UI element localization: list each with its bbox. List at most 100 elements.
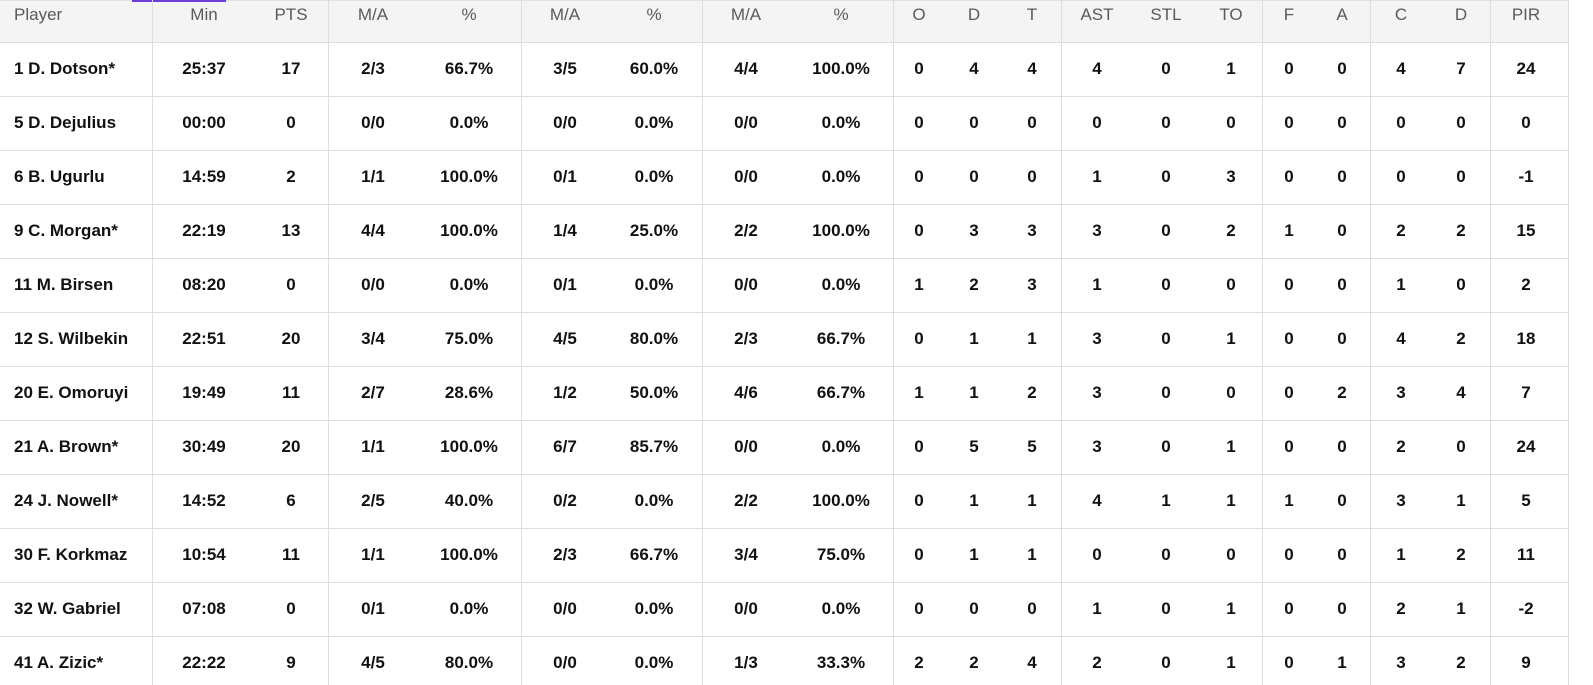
stat-cell: 0 xyxy=(1337,221,1347,240)
stat-cell: 1 xyxy=(1092,599,1102,618)
stat-cell: 15 xyxy=(1516,221,1536,240)
row-divider xyxy=(0,42,1568,43)
stat-cell: 2 xyxy=(1027,383,1037,402)
stat-cell: 0 xyxy=(1161,437,1171,456)
stat-cell: 20 xyxy=(281,437,301,456)
stat-cell: 0 xyxy=(1092,113,1102,132)
stat-cell: 1 xyxy=(1161,491,1171,510)
stat-cell: 0 xyxy=(1161,275,1171,294)
stat-cell: 5 xyxy=(1521,491,1531,510)
stat-cell: 1 xyxy=(1027,491,1037,510)
stat-cell: 2/3 xyxy=(734,329,758,348)
stat-cell: 08:20 xyxy=(182,275,226,294)
column-header: C xyxy=(1394,5,1408,24)
stat-cell: 1 xyxy=(969,545,979,564)
stat-cell: 0 xyxy=(1161,167,1171,186)
stat-cell: 0 xyxy=(1161,221,1171,240)
stat-cell: 0.0% xyxy=(449,113,489,132)
stat-cell: 40.0% xyxy=(444,491,494,510)
stat-cell: 25.0% xyxy=(629,221,679,240)
stat-cell: 0 xyxy=(1284,167,1294,186)
player-name: 12 S. Wilbekin xyxy=(14,329,129,348)
stat-cell: 0 xyxy=(1284,383,1294,402)
stat-cell: 1 xyxy=(1337,653,1347,672)
stat-cell: 0 xyxy=(1284,329,1294,348)
column-header: Player xyxy=(14,5,63,24)
stat-cell: 0 xyxy=(1226,275,1236,294)
column-header: O xyxy=(912,5,926,24)
stat-cell: 0 xyxy=(1456,167,1466,186)
stat-cell: 0.0% xyxy=(821,599,861,618)
stat-cell: 0/0 xyxy=(734,113,758,132)
stat-cell: 0 xyxy=(1226,545,1236,564)
stat-cell: 0 xyxy=(1027,167,1037,186)
stat-cell: 2 xyxy=(1396,221,1406,240)
stat-cell: 2/7 xyxy=(361,383,385,402)
stat-cell: 1 xyxy=(1396,275,1406,294)
stat-cell: 22:51 xyxy=(182,329,226,348)
stat-cell: 0 xyxy=(1456,113,1466,132)
player-name: 20 E. Omoruyi xyxy=(14,383,129,402)
stat-cell: 0 xyxy=(1226,113,1236,132)
stat-cell: 20 xyxy=(281,329,301,348)
column-divider xyxy=(702,0,703,685)
stat-cell: 0/0 xyxy=(734,275,758,294)
stat-cell: 6 xyxy=(286,491,296,510)
column-divider xyxy=(1370,0,1371,685)
player-name: 11 M. Birsen xyxy=(14,275,114,294)
stat-cell: 80.0% xyxy=(444,653,494,672)
stat-cell: 0 xyxy=(914,545,924,564)
column-header: M/A xyxy=(730,5,762,24)
stat-cell: 0 xyxy=(1337,491,1347,510)
stat-cell: 0/0 xyxy=(553,653,577,672)
stat-cell: 0 xyxy=(1161,383,1171,402)
stat-cell: 0 xyxy=(1027,599,1037,618)
stat-cell: 0 xyxy=(1337,113,1347,132)
tab-indicator xyxy=(132,0,226,2)
stat-cell: 0 xyxy=(1337,329,1347,348)
stat-cell: 0 xyxy=(914,113,924,132)
stat-cell: 60.0% xyxy=(629,59,679,78)
stat-cell: 4/4 xyxy=(734,59,758,78)
stat-cell: 1 xyxy=(1226,491,1236,510)
stat-cell: 4 xyxy=(1092,491,1102,510)
stat-cell: 0 xyxy=(1337,599,1347,618)
column-divider xyxy=(521,0,522,685)
stat-cell: 0 xyxy=(1337,167,1347,186)
stat-cell: 0.0% xyxy=(634,275,674,294)
stat-cell: 50.0% xyxy=(629,383,679,402)
stat-cell: 11 xyxy=(282,383,300,402)
stat-cell: 9 xyxy=(286,653,296,672)
stat-cell: 1/2 xyxy=(553,383,577,402)
player-name: 30 F. Korkmaz xyxy=(14,545,128,564)
stat-cell: 2 xyxy=(286,167,296,186)
stat-cell: 1 xyxy=(1226,59,1236,78)
stat-cell: 0 xyxy=(1456,275,1466,294)
stat-cell: 0 xyxy=(1092,545,1102,564)
stat-cell: 1/1 xyxy=(361,167,385,186)
column-header: PIR xyxy=(1511,5,1541,24)
stat-cell: 0.0% xyxy=(449,275,489,294)
stat-cell: 2 xyxy=(1456,329,1466,348)
row-divider xyxy=(0,582,1568,583)
stat-cell: 0 xyxy=(1337,59,1347,78)
player-name: 21 A. Brown* xyxy=(14,437,119,456)
stat-cell: 2 xyxy=(969,653,979,672)
stat-cell: 0/0 xyxy=(734,599,758,618)
stat-cell: 14:59 xyxy=(182,167,226,186)
stat-cell: 22:19 xyxy=(182,221,226,240)
stat-cell: 2 xyxy=(1456,653,1466,672)
stat-cell: 11 xyxy=(1517,545,1535,564)
stat-cell: 3 xyxy=(1027,275,1037,294)
stat-cell: 1 xyxy=(914,383,924,402)
stat-cell: 0 xyxy=(286,599,296,618)
stat-cell: 0 xyxy=(1027,113,1037,132)
stat-cell: 0/0 xyxy=(361,275,385,294)
stat-cell: 1 xyxy=(1226,437,1236,456)
stat-cell: 0 xyxy=(1337,437,1347,456)
stat-cell: 22:22 xyxy=(182,653,226,672)
stat-cell: 1 xyxy=(1456,491,1466,510)
stat-cell: 2 xyxy=(1337,383,1347,402)
column-divider xyxy=(1262,0,1263,685)
